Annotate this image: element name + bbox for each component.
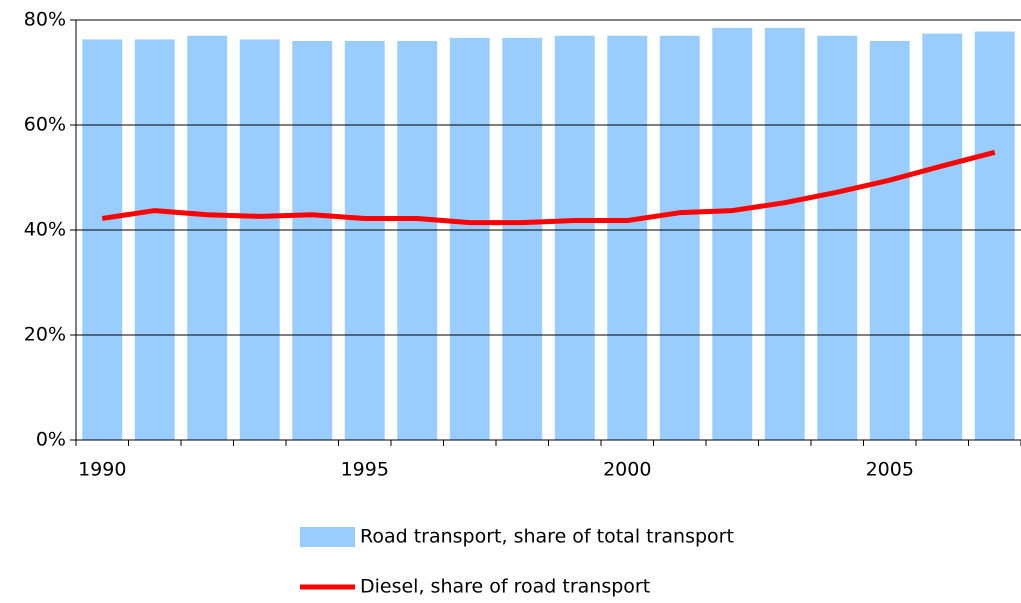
- x-tick-label: 1995: [341, 459, 389, 481]
- bar: [397, 41, 438, 440]
- bar: [554, 35, 595, 440]
- bar: [344, 41, 385, 440]
- bar: [764, 27, 805, 440]
- y-tick-label: 0%: [36, 429, 66, 451]
- bar: [922, 33, 963, 441]
- x-tick-label: 2005: [866, 459, 914, 481]
- bar: [607, 35, 648, 440]
- bar: [239, 39, 280, 441]
- legend-swatch: [300, 527, 355, 547]
- bar: [817, 35, 858, 440]
- x-tick-label: 1990: [78, 459, 126, 481]
- bar: [449, 37, 490, 440]
- bar: [659, 35, 700, 440]
- bar: [187, 35, 228, 440]
- y-tick-label: 40%: [24, 219, 66, 241]
- legend-label: Diesel, share of road transport: [360, 576, 650, 598]
- y-tick-label: 60%: [24, 114, 66, 136]
- bar: [974, 31, 1015, 441]
- line: [101, 149, 996, 226]
- bar: [292, 41, 333, 440]
- bar: [869, 41, 910, 440]
- x-tick-label: 2000: [603, 459, 651, 481]
- bar: [502, 37, 543, 440]
- bar: [712, 27, 753, 440]
- bar: [82, 39, 123, 441]
- y-tick-label: 80%: [24, 9, 66, 31]
- bar: [134, 39, 175, 441]
- y-tick-label: 20%: [24, 324, 66, 346]
- legend-label: Road transport, share of total transport: [360, 526, 734, 548]
